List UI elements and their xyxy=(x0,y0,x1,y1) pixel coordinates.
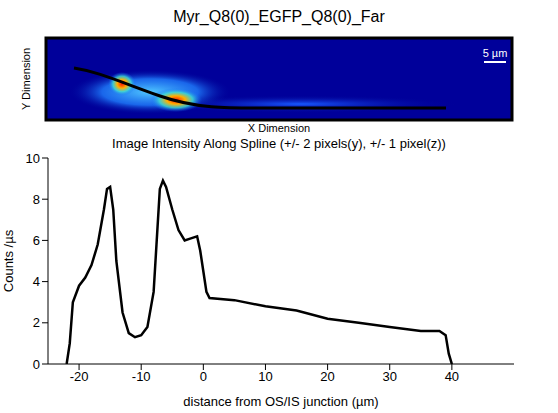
svg-text:0: 0 xyxy=(33,357,40,372)
svg-text:Counts /µs: Counts /µs xyxy=(1,229,16,292)
svg-text:20: 20 xyxy=(320,369,334,384)
svg-text:Myr_Q8(0)_EGFP_Q8(0)_Far: Myr_Q8(0)_EGFP_Q8(0)_Far xyxy=(173,8,385,26)
svg-text:8: 8 xyxy=(33,192,40,207)
svg-text:30: 30 xyxy=(382,369,396,384)
svg-text:0: 0 xyxy=(200,369,207,384)
svg-text:40: 40 xyxy=(445,369,459,384)
svg-text:distance from OS/IS junction (: distance from OS/IS junction (µm) xyxy=(183,394,378,409)
svg-text:-10: -10 xyxy=(132,369,151,384)
svg-text:2: 2 xyxy=(33,315,40,330)
svg-text:5 µm: 5 µm xyxy=(483,47,508,59)
svg-text:10: 10 xyxy=(258,369,272,384)
svg-text:X Dimension: X Dimension xyxy=(248,122,310,134)
svg-text:-20: -20 xyxy=(70,369,89,384)
svg-text:Y Dimension: Y Dimension xyxy=(20,48,32,110)
svg-text:4: 4 xyxy=(33,274,40,289)
svg-text:10: 10 xyxy=(26,151,40,166)
svg-text:6: 6 xyxy=(33,233,40,248)
html-text:Image Intensity Along Spline (: Image Intensity Along Spline (+/- 2 pixe… xyxy=(112,136,446,151)
